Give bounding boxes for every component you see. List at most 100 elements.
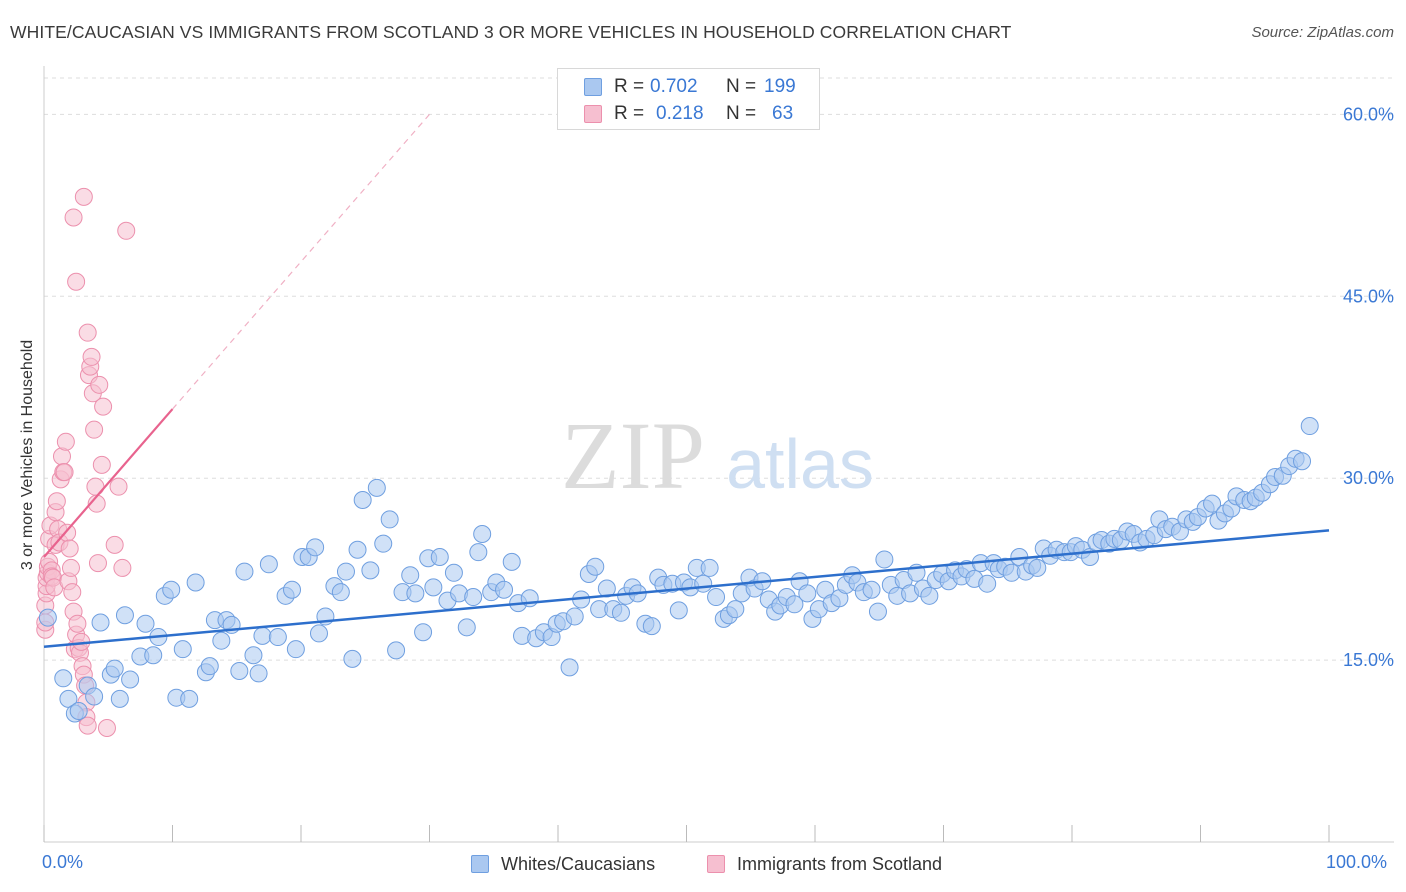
scotland-point <box>68 614 87 633</box>
whites-point <box>309 624 328 643</box>
whites-point <box>85 687 104 706</box>
whites-point <box>336 562 355 581</box>
whites-point <box>694 574 713 593</box>
legend-item-whites[interactable]: Whites/Caucasians <box>471 851 655 877</box>
whites-point <box>430 548 449 567</box>
whites-point <box>611 603 630 622</box>
legend-n-label: N = <box>726 103 757 124</box>
y-tick-label: 30.0% <box>1343 468 1394 488</box>
legend-item-scotland[interactable]: Immigrants from Scotland <box>707 851 942 877</box>
legend-n-label: N = <box>726 76 757 97</box>
legend-swatch-blue <box>471 855 489 873</box>
legend-r-value: 0.218 <box>656 103 704 124</box>
legend-r-value: 0.702 <box>650 76 698 97</box>
immigrants-scotland-points <box>36 187 136 738</box>
whites-point <box>286 640 305 659</box>
whites-point <box>230 662 249 681</box>
whites-point <box>495 580 514 599</box>
whites-point <box>54 669 73 688</box>
whites-point <box>406 584 425 603</box>
whites-point <box>669 601 688 620</box>
whites-point <box>348 540 367 559</box>
whites-point <box>726 600 745 619</box>
whites-point <box>387 641 406 660</box>
scotland-point <box>90 375 109 394</box>
whites-point <box>560 658 579 677</box>
whites-point <box>875 550 894 569</box>
correlation-legend: R = 0.702 N = 199 R = 0.218 N = 63 <box>557 68 820 130</box>
watermark: ZIP atlas <box>561 402 874 509</box>
legend-swatch-pink <box>707 855 725 873</box>
scotland-point <box>74 187 93 206</box>
whites-point <box>235 562 254 581</box>
whites-point <box>978 574 997 593</box>
whites-point <box>586 557 605 576</box>
legend-swatch-blue <box>584 78 602 96</box>
legend-n-value: 63 <box>772 103 794 124</box>
y-tick-labels: 15.0% 30.0% 45.0% 60.0% <box>1343 104 1394 670</box>
scotland-point <box>109 477 128 496</box>
scotland-point <box>82 347 101 366</box>
whites-point <box>401 566 420 585</box>
scotland-point <box>63 583 82 602</box>
whites-point <box>374 534 393 553</box>
whites-point <box>253 626 272 645</box>
trend-lines <box>43 113 1330 649</box>
scotland-point <box>105 535 124 554</box>
legend-label-scotland: Immigrants from Scotland <box>737 853 943 874</box>
whites-point <box>259 555 278 574</box>
whites-caucasians-points <box>38 417 1319 723</box>
whites-point <box>457 618 476 637</box>
whites-point <box>1028 558 1047 577</box>
scotland-point <box>85 420 104 439</box>
whites-point <box>1293 452 1312 471</box>
scotland-point <box>61 558 80 577</box>
whites-point <box>186 573 205 592</box>
whites-point <box>700 558 719 577</box>
watermark-zip: ZIP <box>561 402 705 509</box>
axes <box>43 66 1394 843</box>
whites-point <box>331 583 350 602</box>
whites-point <box>473 524 492 543</box>
scotland-point <box>94 397 113 416</box>
whites-point <box>244 646 263 665</box>
whites-point <box>597 579 616 598</box>
whites-point <box>444 563 463 582</box>
whites-point <box>162 580 181 599</box>
whites-point <box>306 538 325 557</box>
whites-point <box>464 588 483 607</box>
whites-point <box>200 657 219 676</box>
series-legend: Whites/Caucasians Immigrants from Scotla… <box>0 851 1406 877</box>
scotland-point <box>47 492 66 511</box>
legend-label-whites: Whites/Caucasians <box>501 853 656 874</box>
whites-point <box>38 608 57 627</box>
whites-point <box>785 595 804 614</box>
whites-point <box>180 689 199 708</box>
whites-point <box>361 561 380 580</box>
whites-point <box>283 580 302 599</box>
whites-point <box>1203 494 1222 513</box>
scotland-trend-line <box>43 408 174 558</box>
legend-r-label: R = <box>614 103 645 124</box>
scotland-point <box>60 539 79 558</box>
whites-point <box>424 578 443 597</box>
whites-point <box>469 543 488 562</box>
source-label: Source: ZipAtlas.com <box>1251 24 1394 41</box>
y-tick-label: 15.0% <box>1343 650 1394 670</box>
whites-point <box>707 588 726 607</box>
scotland-point <box>64 208 83 227</box>
scotland-point <box>92 455 111 474</box>
whites-point <box>367 478 386 497</box>
whites-point <box>115 606 134 625</box>
whites-point <box>798 584 817 603</box>
scotland-trend-extension <box>172 113 430 410</box>
whites-point <box>380 510 399 529</box>
whites-point <box>249 664 268 683</box>
whites-point <box>862 580 881 599</box>
whites-point <box>268 628 287 647</box>
watermark-atlas: atlas <box>726 425 874 503</box>
whites-point <box>343 649 362 668</box>
whites-point <box>414 623 433 642</box>
scotland-point <box>113 558 132 577</box>
